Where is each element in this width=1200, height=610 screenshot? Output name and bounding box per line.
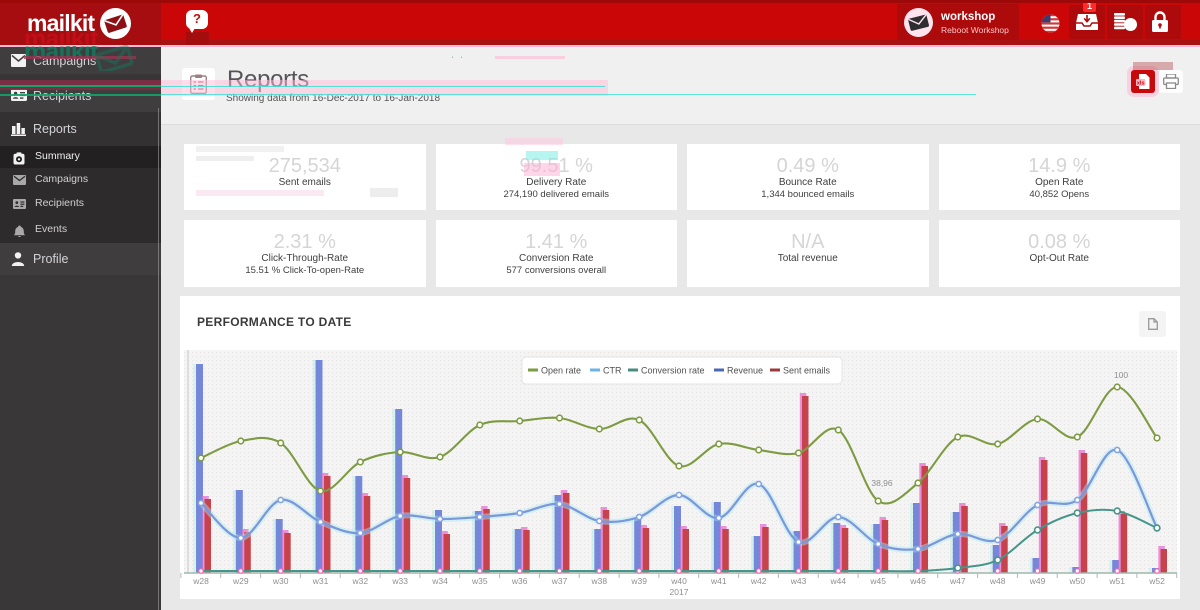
- svg-text:xls: xls: [1137, 81, 1145, 87]
- svg-text:38,96: 38,96: [871, 478, 893, 488]
- svg-text:w40: w40: [670, 576, 687, 586]
- svg-text:w42: w42: [750, 576, 767, 586]
- svg-text:w32: w32: [352, 576, 369, 586]
- svg-text:100: 100: [1114, 370, 1128, 380]
- svg-text:CTR: CTR: [603, 366, 622, 376]
- svg-text:w30: w30: [272, 576, 289, 586]
- svg-text:Revenue: Revenue: [727, 366, 763, 376]
- svg-text:w45: w45: [869, 576, 886, 586]
- svg-text:w31: w31: [312, 576, 329, 586]
- svg-text:w35: w35: [471, 576, 488, 586]
- svg-text:w51: w51: [1108, 576, 1125, 586]
- svg-text:w43: w43: [790, 576, 807, 586]
- svg-text:Conversion rate: Conversion rate: [641, 366, 705, 376]
- svg-text:w46: w46: [909, 576, 926, 586]
- svg-text:w39: w39: [630, 576, 647, 586]
- svg-text:w47: w47: [949, 576, 966, 586]
- svg-text:w52: w52: [1148, 576, 1165, 586]
- svg-text:w44: w44: [830, 576, 847, 586]
- svg-text:w38: w38: [591, 576, 608, 586]
- svg-text:w34: w34: [431, 576, 448, 586]
- svg-text:w28: w28: [192, 576, 209, 586]
- svg-text:w49: w49: [1029, 576, 1046, 586]
- svg-text:Sent emails: Sent emails: [783, 366, 831, 376]
- svg-text:w37: w37: [551, 576, 568, 586]
- svg-text:w33: w33: [391, 576, 408, 586]
- svg-text:2017: 2017: [670, 587, 689, 597]
- svg-text:w41: w41: [710, 576, 727, 586]
- svg-text:Open rate: Open rate: [541, 366, 581, 376]
- svg-text:w48: w48: [989, 576, 1006, 586]
- svg-text:w50: w50: [1069, 576, 1086, 586]
- svg-text:w36: w36: [511, 576, 528, 586]
- svg-text:w29: w29: [232, 576, 249, 586]
